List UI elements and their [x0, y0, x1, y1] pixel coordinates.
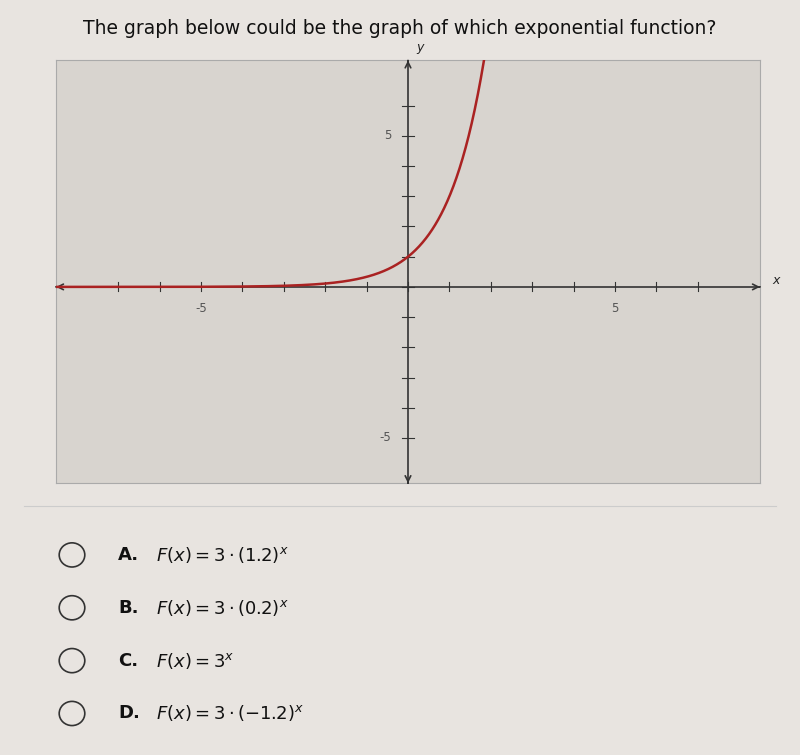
Text: $F(x) = 3 \cdot (1.2)^x$: $F(x) = 3 \cdot (1.2)^x$: [156, 545, 289, 565]
Text: C.: C.: [118, 652, 138, 670]
Text: The graph below could be the graph of which exponential function?: The graph below could be the graph of wh…: [83, 19, 717, 38]
Text: 5: 5: [384, 129, 391, 143]
Text: $F(x) = 3 \cdot (0.2)^x$: $F(x) = 3 \cdot (0.2)^x$: [156, 598, 289, 618]
Text: $F(x) = 3 \cdot (-1.2)^x$: $F(x) = 3 \cdot (-1.2)^x$: [156, 704, 304, 723]
Text: 5: 5: [611, 302, 618, 315]
Text: -5: -5: [195, 302, 207, 315]
Text: B.: B.: [118, 599, 139, 617]
Text: -5: -5: [380, 431, 391, 445]
Text: $F(x) = 3^x$: $F(x) = 3^x$: [156, 651, 234, 670]
Text: x: x: [773, 274, 780, 288]
Text: D.: D.: [118, 704, 140, 723]
Text: y: y: [417, 42, 424, 54]
Text: A.: A.: [118, 546, 139, 564]
